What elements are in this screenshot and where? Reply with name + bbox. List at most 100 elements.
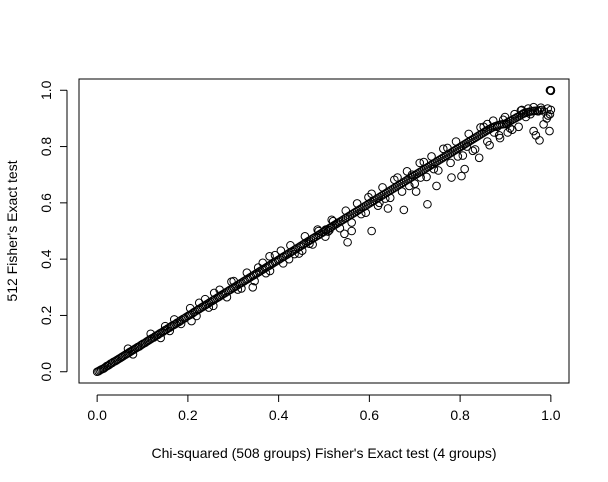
data-point (343, 237, 352, 247)
data-point (529, 102, 538, 112)
data-point (352, 199, 362, 208)
data-point (276, 246, 286, 255)
data-point (290, 249, 299, 259)
data-point (325, 225, 334, 235)
data-point (535, 136, 544, 145)
y-axis: 0.0 0.2 0.4 0.6 0.8 1.0 (38, 80, 68, 381)
data-point (165, 326, 175, 336)
data-point (385, 193, 395, 203)
x-axis-label: Chi-squared (508 groups) Fisher's Exact … (151, 445, 496, 461)
data-point (529, 126, 538, 136)
data-point (519, 109, 528, 118)
data-point (397, 187, 407, 196)
data-point (446, 158, 455, 168)
data-point (297, 246, 307, 255)
data-point (457, 171, 466, 181)
data-point (502, 119, 512, 129)
x-tick-label: 1.0 (541, 407, 561, 423)
data-point (323, 227, 333, 236)
points-layer (92, 85, 556, 377)
data-point (375, 198, 384, 208)
data-point (187, 316, 196, 326)
data-point (160, 321, 170, 331)
data-point (265, 266, 275, 276)
data-point (411, 187, 421, 196)
data-point (476, 123, 485, 132)
data-point (378, 183, 387, 192)
x-tick-label: 0.8 (450, 407, 470, 423)
data-point (432, 181, 441, 191)
data-point (222, 292, 232, 302)
data-point (423, 199, 432, 209)
x-axis: 0.0 0.2 0.4 0.6 0.8 1.0 (87, 394, 561, 423)
data-point (361, 208, 371, 217)
data-point (503, 128, 513, 137)
y-tick-label: 0.4 (38, 249, 54, 269)
data-point (340, 229, 349, 239)
data-point (321, 225, 331, 234)
data-point (479, 122, 489, 132)
data-point (367, 226, 376, 236)
data-point (415, 158, 425, 168)
data-point (347, 218, 356, 227)
data-point (128, 349, 138, 359)
data-point (194, 298, 204, 308)
data-point (250, 276, 259, 286)
data-point (416, 173, 425, 182)
data-point (248, 283, 258, 292)
data-point (526, 109, 535, 119)
data-point (460, 164, 469, 174)
data-point (407, 170, 417, 179)
data-point (227, 277, 236, 286)
data-point (462, 142, 472, 151)
data-point (356, 209, 366, 219)
data-point (209, 288, 219, 298)
data-point (399, 205, 409, 215)
data-point (321, 232, 330, 241)
data-point (237, 284, 246, 293)
data-point (335, 223, 345, 233)
data-point (451, 137, 461, 146)
data-point (364, 192, 373, 202)
data-point (453, 152, 463, 161)
data-point (347, 226, 356, 236)
data-point (308, 240, 317, 249)
data-point (405, 181, 414, 191)
y-tick-label: 0.8 (38, 137, 54, 157)
data-point (429, 164, 439, 174)
data-point (146, 329, 155, 339)
data-point (380, 194, 390, 203)
data-point (341, 206, 351, 216)
y-axis-label: 512 Fisher's Exact test (4, 160, 20, 301)
data-point (261, 268, 271, 278)
x-tick-label: 0.4 (269, 407, 289, 423)
data-point (383, 204, 393, 213)
data-point (328, 216, 338, 226)
x-tick-label: 0.6 (360, 407, 380, 423)
data-point (510, 109, 519, 119)
data-point (233, 285, 243, 294)
data-point (419, 157, 429, 167)
data-point (443, 143, 452, 153)
data-point (253, 263, 263, 272)
x-tick-label: 0.0 (87, 407, 107, 423)
data-point (123, 344, 133, 353)
plot-frame (78, 78, 570, 384)
data-point (94, 366, 103, 376)
data-point (204, 303, 214, 312)
data-point (278, 259, 288, 268)
data-point (410, 179, 420, 189)
data-point (545, 126, 554, 136)
data-point (270, 250, 280, 260)
x-tick-label: 0.2 (178, 407, 198, 423)
data-point (470, 145, 480, 154)
data-point (327, 215, 337, 225)
data-point (294, 249, 304, 258)
data-point (458, 151, 468, 160)
data-point (464, 129, 474, 139)
data-point (176, 319, 186, 329)
y-tick-label: 1.0 (38, 80, 54, 100)
data-point (393, 173, 402, 182)
data-point (313, 225, 322, 234)
